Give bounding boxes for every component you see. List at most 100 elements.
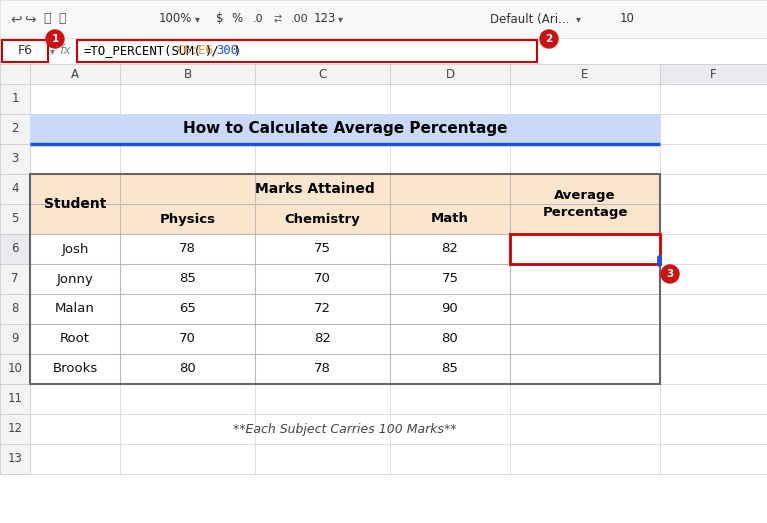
Text: Physics: Physics [160,212,216,225]
Text: 7: 7 [12,272,18,286]
Bar [0,84,30,114]
Text: .00: .00 [291,14,309,24]
Bar [390,64,510,84]
Bar [0,264,30,294]
Text: →: → [274,12,282,22]
Bar [30,174,660,384]
Text: fx: fx [59,44,71,58]
Text: F6: F6 [18,44,32,58]
Text: Jonny: Jonny [57,272,94,286]
Bar [0,64,767,84]
Bar [30,204,660,234]
Bar [30,64,120,84]
Text: 13: 13 [8,452,22,465]
Bar [0,294,30,324]
Bar [30,174,120,234]
Text: ←: ← [274,16,282,26]
Bar [0,174,30,204]
Bar [30,174,660,204]
Bar [120,174,510,204]
Circle shape [46,30,64,48]
Text: 3: 3 [667,269,673,279]
Text: E: E [581,67,589,81]
Text: ▾: ▾ [575,14,581,24]
Text: Math: Math [431,212,469,225]
Text: 3: 3 [12,153,18,165]
Bar [0,414,30,444]
Text: Marks Attained: Marks Attained [255,182,375,196]
Text: 🖿: 🖿 [58,13,66,26]
Bar [0,354,30,384]
Text: 72: 72 [314,302,331,315]
Bar [0,444,30,474]
Text: 75: 75 [314,243,331,256]
Text: =TO_PERCENT(SUM(: =TO_PERCENT(SUM( [83,44,201,58]
Text: Root: Root [60,333,90,346]
Text: 70: 70 [179,333,196,346]
Text: 82: 82 [442,243,459,256]
Text: 4: 4 [12,183,18,196]
Circle shape [540,30,558,48]
Text: 1: 1 [51,34,58,44]
Text: 80: 80 [442,333,459,346]
Bar [0,114,30,144]
Bar [510,174,660,234]
Text: ): ) [234,44,241,58]
Text: ▾: ▾ [195,14,199,24]
Bar [510,234,660,264]
Text: ▾: ▾ [337,14,342,24]
Text: ↪: ↪ [25,12,36,26]
Text: 9: 9 [12,333,18,346]
Text: 1: 1 [12,93,18,106]
Text: 85: 85 [179,272,196,286]
Bar [0,64,30,84]
Bar [0,144,30,174]
Text: 70: 70 [314,272,331,286]
Text: 10: 10 [8,362,22,376]
Bar [30,114,660,144]
Text: 6: 6 [12,243,18,256]
Text: B: B [183,67,192,81]
Text: )/: )/ [205,44,219,58]
Bar [0,84,767,523]
Text: **Each Subject Carries 100 Marks**: **Each Subject Carries 100 Marks** [233,423,457,436]
Text: 75: 75 [442,272,459,286]
Text: ↩: ↩ [10,12,21,26]
Bar [0,234,30,264]
Text: A: A [71,67,79,81]
Text: Average
Percentage: Average Percentage [542,189,627,219]
Text: 300: 300 [216,44,239,58]
Text: 100%: 100% [158,13,192,26]
Bar [0,384,30,414]
Text: 65: 65 [179,302,196,315]
Text: 5: 5 [12,212,18,225]
Text: Josh: Josh [61,243,89,256]
Text: 90: 90 [442,302,459,315]
Text: 123: 123 [314,13,336,26]
Text: 85: 85 [442,362,459,376]
Text: C6:E6: C6:E6 [176,44,212,58]
Text: %: % [232,13,242,26]
Bar [660,64,767,84]
Text: 🖨: 🖨 [43,13,51,26]
Text: 82: 82 [314,333,331,346]
Text: Malan: Malan [55,302,95,315]
Text: 2: 2 [545,34,553,44]
Bar [0,0,767,38]
Text: Default (Ari...: Default (Ari... [490,13,569,26]
Text: 10: 10 [620,13,635,26]
Text: $: $ [216,13,224,26]
Bar [0,324,30,354]
Text: 78%: 78% [570,243,600,256]
Text: 8: 8 [12,302,18,315]
Text: C: C [318,67,327,81]
Bar [2,40,48,62]
Text: ▾: ▾ [50,46,54,56]
Text: 11: 11 [8,392,22,405]
Text: 80: 80 [179,362,196,376]
Text: F: F [710,67,717,81]
Text: 78: 78 [314,362,331,376]
Text: How to Calculate Average Percentage: How to Calculate Average Percentage [183,121,507,137]
Bar [120,64,255,84]
Bar [0,204,30,234]
